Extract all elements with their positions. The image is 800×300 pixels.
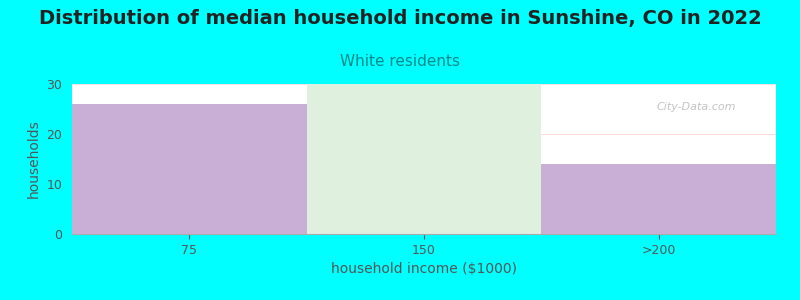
Text: White residents: White residents [340, 54, 460, 69]
Bar [306, 84, 542, 234]
Text: Distribution of median household income in Sunshine, CO in 2022: Distribution of median household income … [38, 9, 762, 28]
Text: City-Data.com: City-Data.com [656, 101, 736, 112]
Y-axis label: households: households [27, 120, 41, 198]
X-axis label: household income ($1000): household income ($1000) [331, 262, 517, 276]
Bar [542, 164, 776, 234]
Bar [72, 104, 306, 234]
